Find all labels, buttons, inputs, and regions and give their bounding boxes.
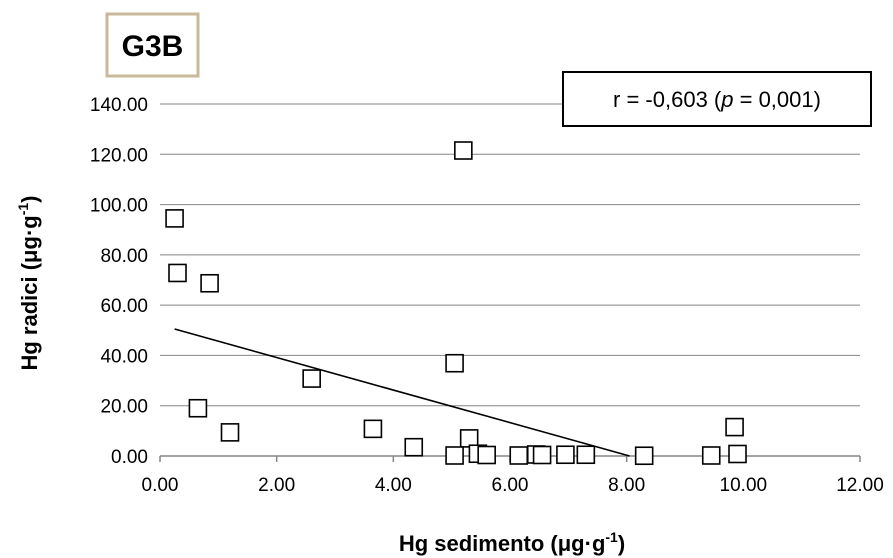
x-tick-label: 10.00 [720,475,768,496]
y-tick-labels: 0.00 20.00 40.00 60.00 80.00 100.00 120.00 140.… [90,95,148,468]
correlation-suffix: = 0,001) [734,87,821,112]
data-point [634,446,654,466]
data-point [576,445,596,465]
x-tick-label: 8.00 [608,475,645,496]
data-point [220,423,240,442]
y-tick-label: 80.00 [100,246,148,267]
data-point [556,445,575,465]
data-point [459,429,479,448]
data-point [445,353,464,373]
x-tick-labels: 0.00 2.00 4.00 6.00 8.00 10.00 12.00 [142,475,884,496]
data-points [165,141,747,466]
y-axis-title: Hg radici (μg·g-1) [15,195,42,370]
x-tick-label: 4.00 [375,475,412,496]
x-tick-label: 0.00 [142,475,179,496]
y-axis-title-main: Hg radici (μg·g [17,215,42,370]
correlation-annotation: r = -0,603 (p = 0,001) [613,87,821,112]
data-point [165,209,184,228]
y-tick-label: 60.00 [100,296,148,317]
y-tick-label: 20.00 [100,397,148,418]
data-point [477,445,496,465]
y-tick-label: 120.00 [90,145,148,166]
panel-label-box [105,12,200,78]
x-tick-label: 2.00 [258,475,295,496]
data-point [454,141,473,160]
panel-label: G3B [122,30,184,63]
x-axis-title-main: Hg sedimento (μg·g [399,531,606,556]
y-tick-label: 0.00 [111,447,148,468]
gridlines [160,103,860,407]
data-point [200,273,219,293]
data-point [701,446,721,465]
x-axis-title-sup: -1 [605,529,618,545]
y-tick-label: 100.00 [90,196,148,217]
x-axis-title-end: ) [618,531,625,556]
data-point [188,398,208,418]
data-point [168,263,187,283]
y-tick-label: 40.00 [100,346,148,367]
x-tick-label: 12.00 [836,475,884,496]
correlation-prefix: r = -0,603 ( [613,87,722,112]
correlation-box [562,71,872,127]
data-point [725,417,744,437]
y-axis-title-sup: -1 [15,203,31,216]
x-tick-label: 6.00 [492,475,529,496]
data-point [404,437,424,457]
x-axis-title: Hg sedimento (μg·g-1) [399,529,625,556]
data-point [532,445,552,465]
data-point [302,369,321,388]
data-point [363,419,383,439]
p-symbol: p [720,87,733,112]
y-axis-title-end: ) [17,195,42,202]
y-tick-label: 140.00 [90,95,148,116]
regression-line [174,328,630,457]
data-point [728,444,747,464]
data-point [445,446,464,465]
data-point [509,446,529,465]
